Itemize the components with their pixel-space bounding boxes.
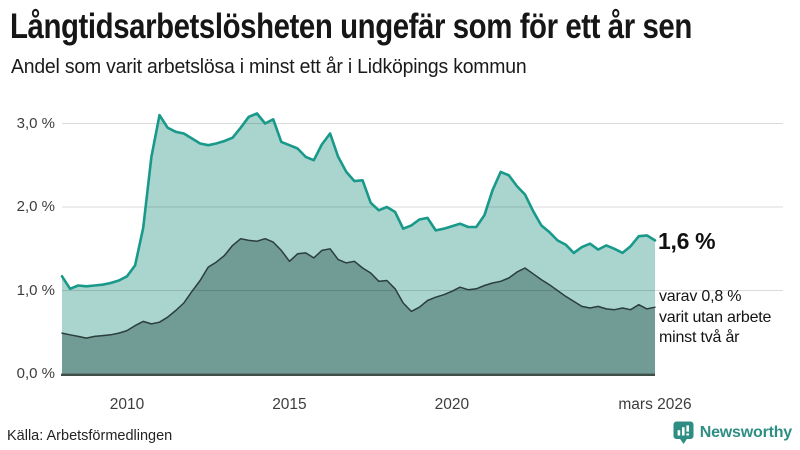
x-tick-label-mars-2026: mars 2026	[618, 396, 692, 413]
gridlines	[62, 123, 783, 291]
line-unemployed-one-year	[60, 112, 657, 291]
two-year-annotation-line-1: varav 0,8 %	[659, 288, 742, 305]
latest-value-annotation: 1,6 %	[658, 228, 716, 254]
y-tick-label-1: 1,0 %	[16, 281, 55, 299]
page-subtitle: Andel som varit arbetslösa i minst ett å…	[11, 56, 800, 79]
x-tick-label-2010: 2010	[109, 396, 145, 413]
page-title: Långtidsarbetslösheten ungefär som för e…	[10, 7, 800, 47]
two-year-annotation-line-2: varit utan arbete	[659, 308, 772, 326]
y-tick-label-3: 3,0 %	[16, 114, 55, 132]
y-tick-label-0: 0,0 %	[16, 365, 55, 382]
two-year-annotation: varav 0,8 % varit utan arbete minst två …	[659, 287, 771, 349]
page-title-text: Långtidsarbetslösheten ungefär som för e…	[10, 7, 692, 46]
page-subtitle-text: Andel som varit arbetslösa i minst ett å…	[11, 56, 527, 78]
two-year-annotation-line-3: minst två år	[659, 329, 740, 346]
x-tick-label-2020: 2020	[434, 396, 470, 413]
source-attribution: Källa: Arbetsförmedlingen	[7, 428, 173, 444]
area-unemployed-two-years	[62, 238, 655, 374]
newsworthy-wordmark: Newsworthy	[699, 424, 792, 441]
newsworthy-chart-bubble-icon	[673, 421, 694, 444]
x-tick-label-2015: 2015	[272, 396, 307, 413]
y-tick-label-2: 2,0 %	[16, 198, 55, 215]
line-unemployed-two-years	[61, 237, 656, 339]
newsworthy-logo: Newsworthy	[673, 421, 792, 445]
